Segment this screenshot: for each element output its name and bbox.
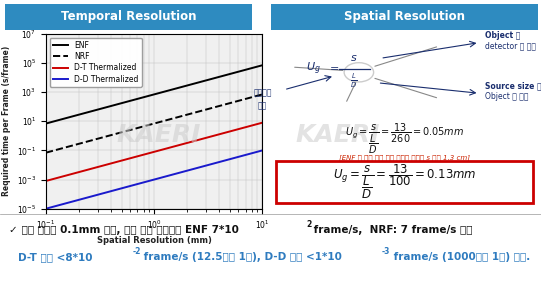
NRF — [171, 116, 177, 120]
Text: [ENF 의 경우 최대 공간 분해능 기준치 s 길이 1.3 cm]: [ENF 의 경우 최대 공간 분해능 기준치 s 길이 1.3 cm] — [339, 155, 470, 161]
ENF — [171, 87, 178, 91]
NRF — [259, 93, 266, 96]
NRF — [175, 115, 182, 119]
Text: frame/s,  NRF: 7 frame/s 이며: frame/s, NRF: 7 frame/s 이며 — [310, 225, 472, 235]
Line: D-D Thermalized: D-D Thermalized — [46, 150, 262, 209]
Text: 공간 분해능 0.1mm 기준, 최대 시간 분해능은 ENF 7*10: 공간 분해능 0.1mm 기준, 최대 시간 분해능은 ENF 7*10 — [18, 225, 239, 235]
D-T Thermalized — [225, 130, 232, 133]
Text: 기하학적: 기하학적 — [253, 89, 272, 98]
Text: =: = — [330, 64, 339, 74]
D-D Thermalized — [171, 173, 177, 176]
D-D Thermalized — [43, 207, 50, 210]
Text: -3: -3 — [382, 248, 391, 256]
Text: Source size 와: Source size 와 — [485, 82, 541, 91]
Line: NRF: NRF — [46, 94, 262, 153]
D-D Thermalized — [171, 172, 178, 176]
NRF — [239, 98, 246, 102]
NRF — [171, 116, 178, 120]
Text: 2: 2 — [306, 221, 311, 230]
Text: $U_g = \dfrac{s}{\dfrac{L}{D}} = \dfrac{13}{100} = 0.13mm$: $U_g = \dfrac{s}{\dfrac{L}{D}} = \dfrac{… — [333, 162, 476, 201]
Text: -2: -2 — [133, 248, 141, 256]
D-T Thermalized — [239, 126, 246, 130]
D-T Thermalized — [259, 121, 266, 124]
ENF — [225, 73, 232, 76]
D-D Thermalized — [43, 207, 49, 210]
D-D Thermalized — [259, 149, 266, 152]
Text: D-T 경우 <8*10: D-T 경우 <8*10 — [18, 252, 93, 262]
D-T Thermalized — [171, 145, 177, 148]
ENF — [43, 122, 50, 125]
Text: 오차: 오차 — [258, 101, 267, 110]
ENF — [259, 63, 266, 67]
Text: $U_g = \dfrac{s}{\dfrac{L}{D}} = \dfrac{13}{260} = 0.05mm$: $U_g = \dfrac{s}{\dfrac{L}{D}} = \dfrac{… — [345, 122, 464, 156]
Text: ✓: ✓ — [8, 225, 17, 235]
D-T Thermalized — [171, 145, 178, 148]
Line: D-T Thermalized: D-T Thermalized — [46, 123, 262, 181]
Text: $\frac{L}{D}$: $\frac{L}{D}$ — [350, 72, 357, 90]
D-T Thermalized — [43, 179, 49, 183]
D-T Thermalized — [43, 179, 50, 182]
Y-axis label: Required time per Frame (s/frame): Required time per Frame (s/frame) — [2, 46, 11, 196]
NRF — [43, 151, 50, 154]
Line: ENF: ENF — [46, 65, 262, 124]
NRF — [43, 151, 49, 154]
ENF — [175, 86, 182, 90]
Text: Object 와: Object 와 — [485, 31, 520, 40]
Text: frame/s (12.5초당 1장), D-D 경우 <1*10: frame/s (12.5초당 1장), D-D 경우 <1*10 — [140, 252, 342, 262]
ENF — [171, 87, 177, 91]
Text: $s$: $s$ — [349, 53, 357, 63]
Text: Temporal Resolution: Temporal Resolution — [61, 10, 196, 23]
X-axis label: Spatial Resolution (mm): Spatial Resolution (mm) — [97, 236, 212, 245]
D-D Thermalized — [175, 171, 182, 175]
Legend: ENF, NRF, D-T Thermalized, D-D Thermalized: ENF, NRF, D-T Thermalized, D-D Thermaliz… — [50, 38, 142, 87]
FancyBboxPatch shape — [276, 162, 533, 203]
Text: Object 간 비율: Object 간 비율 — [485, 92, 528, 101]
ENF — [43, 122, 49, 125]
ENF — [239, 69, 246, 72]
Text: $U_g$: $U_g$ — [306, 61, 321, 77]
Text: KAERI: KAERI — [295, 123, 380, 147]
D-D Thermalized — [225, 158, 232, 161]
Text: frame/s (1000초당 1장) 예상.: frame/s (1000초당 1장) 예상. — [390, 252, 530, 262]
D-D Thermalized — [239, 154, 246, 158]
Text: KAERI: KAERI — [116, 123, 201, 147]
Text: detector 간 거리: detector 간 거리 — [485, 41, 536, 50]
NRF — [225, 102, 232, 105]
D-T Thermalized — [175, 144, 182, 147]
Circle shape — [344, 63, 374, 82]
Text: Spatial Resolution: Spatial Resolution — [344, 10, 465, 23]
